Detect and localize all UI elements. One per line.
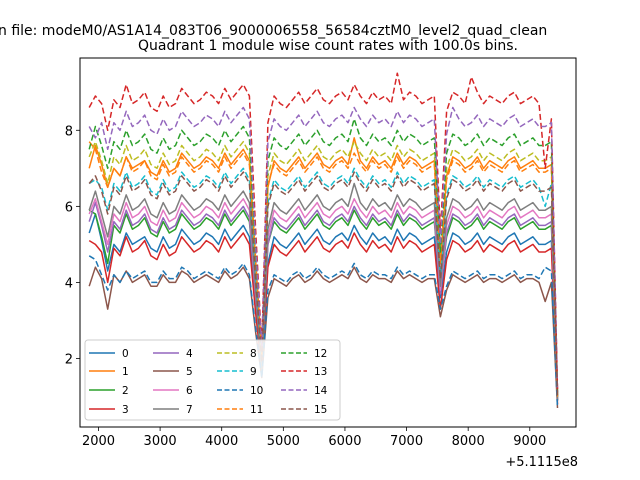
x-tick-label: 3000 [144, 434, 177, 449]
y-tick-label: 8 [65, 124, 73, 139]
legend-label-14: 14 [314, 385, 328, 397]
chart-title: Quadrant 1 module wise count rates with … [138, 38, 518, 54]
x-tick-label: 4000 [205, 434, 238, 449]
legend-label-4: 4 [186, 348, 193, 360]
x-tick-label: 6000 [328, 434, 361, 449]
legend-label-2: 2 [122, 385, 129, 397]
legend-label-13: 13 [314, 366, 327, 378]
series-line-12 [88, 118, 559, 393]
series-line-4 [88, 201, 559, 401]
legend-label-7: 7 [186, 404, 193, 416]
series-line-3 [88, 232, 559, 405]
legend-label-10: 10 [250, 385, 263, 397]
legend-label-15: 15 [314, 404, 327, 416]
legend-label-0: 0 [122, 348, 129, 360]
x-offset-label: +5.1115e8 [505, 455, 578, 470]
series-line-14 [88, 106, 559, 393]
legend-label-8: 8 [250, 348, 257, 360]
legend-label-5: 5 [186, 366, 193, 378]
plot-frame [79, 57, 577, 428]
y-tick-label: 4 [65, 276, 73, 291]
series-line-11 [88, 141, 559, 397]
x-tick-label: 7000 [390, 434, 423, 449]
legend-label-12: 12 [314, 348, 327, 360]
x-tick-label: 2000 [82, 434, 115, 449]
legend-label-11: 11 [250, 404, 263, 416]
legend-label-1: 1 [122, 366, 129, 378]
y-tick-label: 2 [65, 353, 73, 368]
legend-label-6: 6 [186, 385, 193, 397]
x-tick-label: 5000 [267, 434, 300, 449]
series-line-15 [88, 171, 559, 397]
y-tick-label: 6 [65, 200, 73, 215]
legend-box [84, 339, 341, 421]
series-line-1 [88, 137, 559, 397]
series-line-7 [88, 182, 559, 401]
x-tick-label: 9000 [513, 434, 546, 449]
series-line-6 [88, 198, 559, 401]
series-line-0 [88, 213, 559, 401]
series-line-5 [88, 266, 559, 409]
x-axis: 2000 3000 4000 5000 6000 7000 8000 9000 [82, 427, 546, 449]
legend-label-3: 3 [122, 404, 129, 416]
series-line-9 [88, 167, 559, 397]
series-line-8 [88, 140, 559, 397]
series-layer [88, 72, 559, 409]
legend-label-9: 9 [250, 366, 257, 378]
series-line-2 [88, 209, 559, 401]
y-axis: 2 4 6 8 [65, 124, 80, 368]
series-line-10 [88, 255, 559, 409]
x-tick-label: 8000 [452, 434, 485, 449]
figure-suptitle: n file: modeM0/AS1A14_083T06_9000006558_… [0, 23, 547, 39]
series-line-13 [88, 72, 559, 390]
